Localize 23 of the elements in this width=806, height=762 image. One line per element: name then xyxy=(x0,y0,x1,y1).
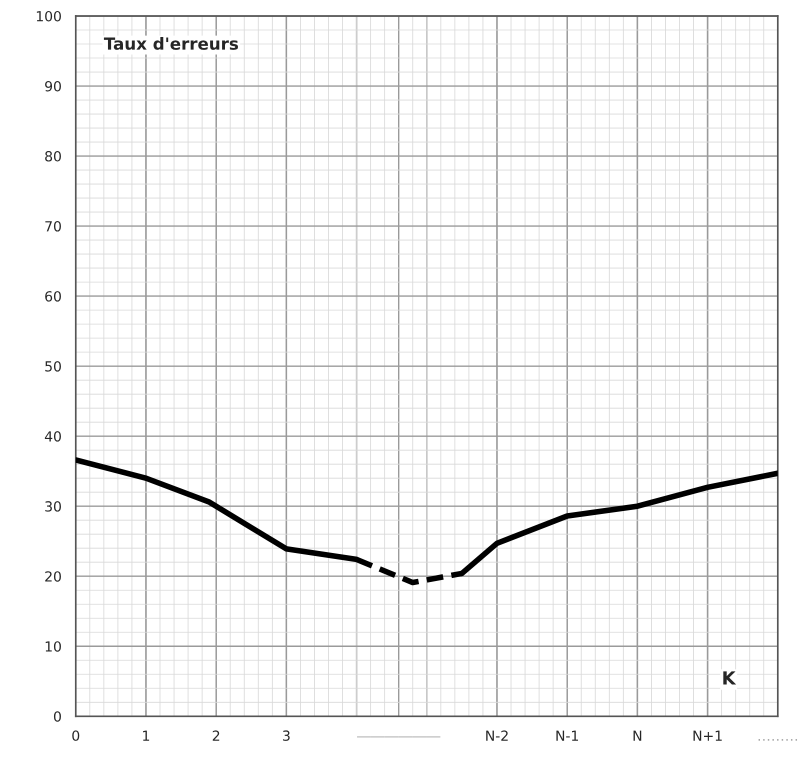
x-tick-label: N+1 xyxy=(694,730,722,741)
x-tick-label: N-2 xyxy=(486,730,508,741)
x-tick-label: 0 xyxy=(72,730,80,741)
y-tick-label: 70 xyxy=(45,221,61,232)
y-tick-label: 50 xyxy=(45,361,61,372)
x-tick-label: N-1 xyxy=(556,730,578,741)
y-tick-label: 10 xyxy=(46,641,61,652)
text: Taux d'erreurs xyxy=(104,37,238,50)
y-tick-label: 20 xyxy=(45,571,61,582)
x-tick-label: 2 xyxy=(212,730,220,741)
y-tick-label: 0 xyxy=(54,711,61,722)
x-tick-label: N xyxy=(634,730,642,741)
y-tick-label: 100 xyxy=(36,10,61,22)
x-axis-title: K xyxy=(723,671,736,685)
x-tick-label: 3 xyxy=(283,730,290,741)
y-tick-label: 80 xyxy=(45,151,61,162)
x-tick-label: 1 xyxy=(143,730,150,741)
x-tick-label: ……… xyxy=(758,739,798,741)
y-tick-label: 60 xyxy=(45,291,61,302)
x-tick-label: ―――――― xyxy=(357,736,440,738)
y-tick-label: 90 xyxy=(45,81,61,92)
y-tick-label: 40 xyxy=(44,431,61,442)
y-tick-label: 30 xyxy=(45,501,61,512)
